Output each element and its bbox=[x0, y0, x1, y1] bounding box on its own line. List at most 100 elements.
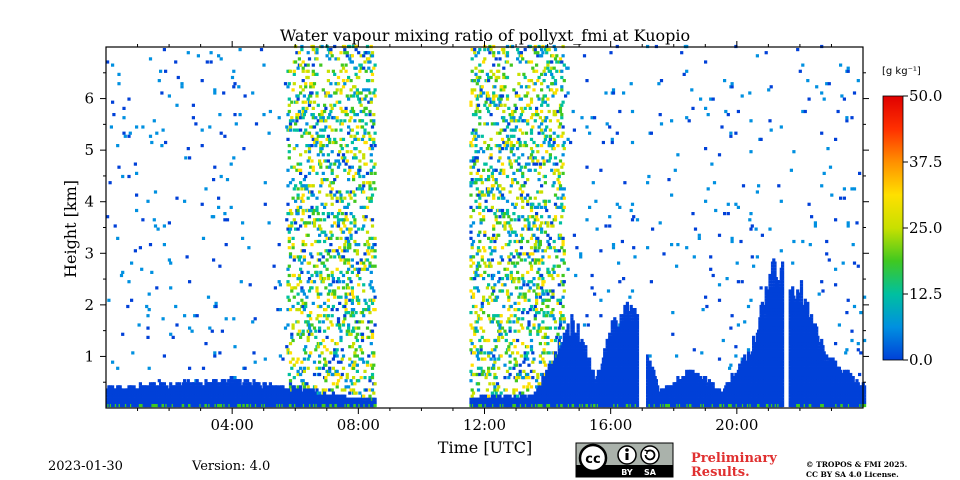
heatmap-cell bbox=[561, 304, 565, 309]
heatmap-cell bbox=[312, 208, 317, 213]
heatmap-cell bbox=[352, 308, 356, 312]
heatmap-cell bbox=[301, 243, 305, 247]
heatmap-cell bbox=[311, 116, 315, 120]
heatmap-cell bbox=[373, 243, 377, 247]
heatmap-cell bbox=[343, 48, 347, 52]
heatmap-cell bbox=[558, 320, 563, 324]
heatmap-cell bbox=[497, 385, 501, 389]
heatmap-cell bbox=[507, 137, 511, 141]
heatmap-cell bbox=[299, 205, 303, 209]
heatmap-cell bbox=[329, 162, 333, 166]
heatmap-cell bbox=[488, 372, 492, 377]
heatmap-cell bbox=[117, 82, 121, 86]
heatmap-cell bbox=[474, 178, 478, 182]
heatmap-cell bbox=[326, 304, 330, 309]
heatmap-cell bbox=[479, 348, 483, 352]
heatmap-cell bbox=[469, 193, 473, 197]
heatmap-cell bbox=[469, 159, 473, 163]
heatmap-cell bbox=[311, 193, 315, 197]
heatmap-cell bbox=[309, 85, 313, 89]
heatmap-cell bbox=[331, 69, 335, 73]
heatmap-cell bbox=[479, 88, 483, 92]
heatmap-cell bbox=[353, 224, 357, 228]
heatmap-cell bbox=[360, 332, 365, 336]
heatmap-cell bbox=[223, 212, 227, 216]
heatmap-cell bbox=[527, 103, 531, 107]
heatmap-cell bbox=[505, 292, 510, 296]
heatmap-cell bbox=[324, 286, 328, 290]
heatmap-cell bbox=[469, 100, 473, 104]
heatmap-cell bbox=[546, 267, 550, 271]
heatmap-cell bbox=[369, 119, 373, 123]
heatmap-cell bbox=[514, 249, 518, 253]
heatmap-cell bbox=[330, 338, 334, 343]
heatmap-cell bbox=[526, 218, 530, 222]
heatmap-cell bbox=[527, 162, 531, 166]
heatmap-cell bbox=[527, 79, 531, 83]
heatmap-cell bbox=[521, 273, 525, 278]
heatmap-cell bbox=[338, 280, 342, 284]
heatmap-cell bbox=[326, 69, 330, 73]
heatmap-cell bbox=[373, 187, 377, 191]
heatmap-cell bbox=[507, 298, 511, 302]
heatmap-cell bbox=[123, 134, 127, 138]
heatmap-cell bbox=[513, 329, 517, 333]
heatmap-cell bbox=[217, 196, 221, 200]
heatmap-cell bbox=[519, 97, 523, 101]
heatmap-cell bbox=[502, 51, 506, 55]
heatmap-cell bbox=[230, 75, 235, 80]
heatmap-cell bbox=[348, 345, 352, 349]
heatmap-cell bbox=[518, 292, 522, 296]
heatmap-cell bbox=[273, 286, 277, 290]
heatmap-cell bbox=[306, 196, 310, 200]
heatmap-cell bbox=[334, 57, 338, 61]
heatmap-cell bbox=[345, 150, 349, 154]
heatmap-cell bbox=[540, 122, 544, 126]
heatmap-cell bbox=[364, 215, 368, 219]
heatmap-cell bbox=[490, 122, 494, 126]
heatmap-cell bbox=[369, 153, 373, 157]
heatmap-cell bbox=[493, 283, 497, 287]
heatmap-cell bbox=[355, 267, 359, 271]
heatmap-cell bbox=[296, 187, 300, 191]
heatmap-cell bbox=[372, 363, 376, 367]
heatmap-cell bbox=[521, 174, 525, 179]
heatmap-cell bbox=[529, 304, 534, 309]
heatmap-cell bbox=[336, 221, 341, 225]
heatmap-cell bbox=[305, 187, 309, 191]
heatmap-cell bbox=[111, 100, 115, 104]
heatmap-cell bbox=[362, 88, 366, 92]
heatmap-cell bbox=[478, 48, 482, 52]
heatmap-cell bbox=[307, 354, 312, 358]
heatmap-cell bbox=[367, 335, 371, 339]
heatmap-cell bbox=[286, 308, 290, 312]
heatmap-cell bbox=[365, 239, 370, 244]
heatmap-cell bbox=[551, 267, 555, 271]
heatmap-cell bbox=[576, 338, 580, 343]
heatmap-cell bbox=[547, 255, 551, 259]
heatmap-cell bbox=[304, 184, 308, 188]
heatmap-cell bbox=[471, 292, 476, 296]
heatmap-cell bbox=[532, 162, 536, 166]
heatmap-cell bbox=[527, 255, 531, 259]
heatmap-cell bbox=[360, 357, 365, 361]
heatmap-cell bbox=[330, 202, 334, 206]
heatmap-cell bbox=[358, 187, 362, 191]
heatmap-cell bbox=[373, 144, 377, 148]
heatmap-cell bbox=[222, 91, 226, 95]
heatmap-cell bbox=[288, 255, 293, 259]
heatmap-cell bbox=[316, 212, 320, 216]
heatmap-cell bbox=[521, 171, 525, 175]
heatmap-cell bbox=[364, 301, 368, 305]
heatmap-cell bbox=[535, 258, 539, 262]
heatmap-cell bbox=[335, 342, 339, 346]
heatmap-cell bbox=[305, 382, 309, 386]
heatmap-cell bbox=[316, 295, 320, 299]
heatmap-cell bbox=[514, 159, 518, 163]
heatmap-cell bbox=[286, 202, 290, 206]
heatmap-cell bbox=[505, 394, 510, 398]
heatmap-cell bbox=[516, 394, 520, 398]
heatmap-cell bbox=[487, 369, 491, 373]
heatmap-cell bbox=[475, 329, 479, 333]
heatmap-cell bbox=[476, 382, 481, 386]
